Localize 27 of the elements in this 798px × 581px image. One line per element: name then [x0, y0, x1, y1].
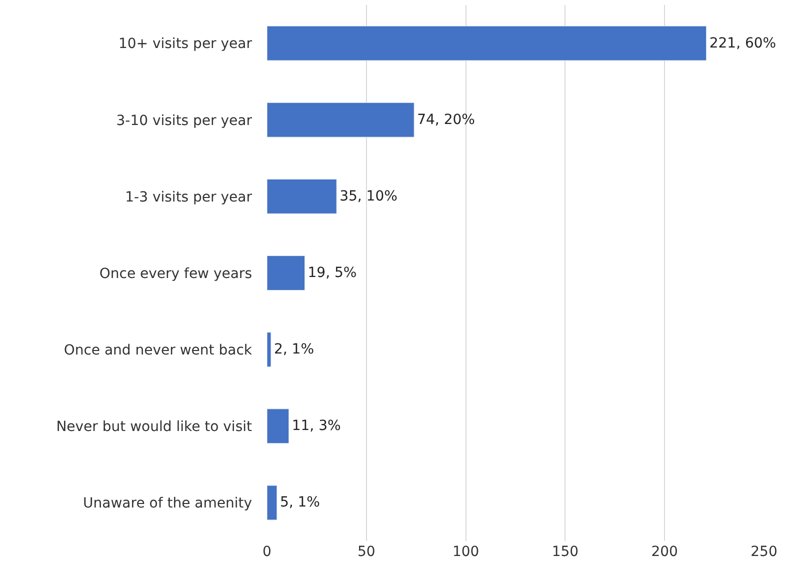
y-tick-label: 3-10 visits per year: [116, 112, 252, 129]
data-label: 11, 3%: [292, 418, 341, 434]
x-tick-label: 250: [750, 544, 778, 560]
x-tick-label: 150: [552, 544, 579, 560]
y-tick-label: Never but would like to visit: [56, 419, 253, 436]
y-tick-label: Once every few years: [99, 266, 252, 282]
bar: [267, 102, 414, 138]
bar: [267, 485, 278, 520]
bar: [267, 26, 707, 61]
data-label: 221, 60%: [709, 35, 776, 52]
bar: [267, 256, 306, 290]
data-label: 2, 1%: [274, 342, 314, 358]
x-tick-label: 200: [651, 544, 678, 560]
y-tick-label: Unaware of the amenity: [83, 496, 252, 512]
data-label: 35, 10%: [340, 188, 398, 204]
x-tick-label: 0: [262, 544, 272, 560]
y-tick-label: 10+ visits per year: [118, 36, 252, 52]
bar: [267, 178, 337, 214]
y-tick-label: 1-3 visits per year: [125, 189, 252, 206]
bar: [267, 332, 272, 368]
data-label: 19, 5%: [308, 265, 357, 281]
x-tick-label: 100: [452, 544, 480, 560]
y-tick-label: Once and never went back: [64, 342, 253, 358]
bar: [267, 408, 290, 444]
data-label: 74, 20%: [417, 112, 475, 128]
data-label: 5, 1%: [280, 494, 320, 511]
x-tick-label: 50: [357, 544, 376, 560]
